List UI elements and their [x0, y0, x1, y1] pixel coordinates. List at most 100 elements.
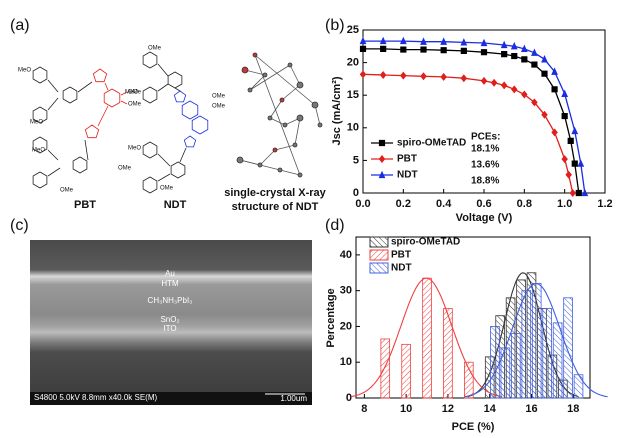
- data-marker: [490, 78, 498, 87]
- data-marker: [460, 38, 468, 46]
- x-axis-label: PCE (%): [452, 421, 495, 433]
- fit-curve: [464, 282, 608, 398]
- atom-ball: [311, 101, 319, 109]
- data-marker: [399, 36, 407, 45]
- scale-label: 1.00um: [280, 394, 307, 403]
- data-marker: [420, 37, 427, 45]
- atom-label: MeO: [128, 146, 141, 152]
- y-tick-label: 40: [340, 249, 352, 261]
- ring: [167, 71, 183, 89]
- y-tick-label: 15: [347, 89, 359, 101]
- caption: single-crystal X-ray: [224, 187, 326, 199]
- x-tick-label: 18: [567, 403, 579, 415]
- bond: [254, 54, 301, 176]
- legend-pce: 18.8%: [471, 176, 499, 187]
- histogram-bar: [573, 374, 584, 399]
- atom-label: OMe: [160, 186, 174, 192]
- data-marker: [460, 74, 468, 83]
- atom-ball: [317, 122, 323, 128]
- atom-ball: [247, 87, 253, 93]
- x-tick-label: 1.0: [557, 198, 572, 210]
- atom-label: MeO: [18, 68, 31, 74]
- bond: [281, 84, 301, 101]
- atom-label: OMe: [148, 46, 162, 52]
- bond: [157, 173, 171, 182]
- histogram-bar: [443, 308, 453, 399]
- panel-label: (b): [325, 17, 345, 34]
- data-marker: [380, 45, 387, 53]
- data-marker: [531, 48, 538, 56]
- bond: [244, 69, 266, 76]
- bond: [77, 81, 93, 93]
- x-tick-label: 0.0: [355, 198, 370, 210]
- atom-ball: [241, 66, 249, 74]
- atom-label: MeO: [32, 148, 45, 154]
- x-tick-label: 1.2: [597, 198, 612, 210]
- ring: [32, 136, 48, 154]
- data-marker: [440, 47, 447, 54]
- ring: [103, 88, 121, 108]
- bond: [47, 149, 59, 161]
- atom-label: OMe: [128, 90, 142, 96]
- y-tick-label: 0: [346, 392, 352, 404]
- legend-label: PBT: [397, 154, 417, 165]
- data-marker: [500, 81, 508, 90]
- sem-image: [30, 240, 312, 405]
- data-marker: [561, 112, 568, 120]
- legend-swatch: [369, 262, 389, 274]
- atom-label: OMe: [212, 94, 226, 100]
- y-tick-label: 25: [347, 24, 359, 36]
- atom-ball: [292, 142, 298, 148]
- data-marker: [551, 67, 558, 75]
- bond: [120, 100, 128, 105]
- data-marker: [551, 86, 558, 93]
- data-marker: [511, 85, 518, 94]
- data-marker: [440, 37, 448, 45]
- bond: [294, 117, 301, 146]
- bond: [269, 117, 286, 126]
- data-marker: [379, 70, 387, 79]
- data-marker: [400, 71, 407, 80]
- data-marker: [420, 72, 427, 81]
- ring: [170, 161, 186, 179]
- bond: [259, 149, 276, 166]
- y-tick-label: 5: [353, 154, 359, 166]
- data-marker: [571, 160, 578, 167]
- legend-title: PCEs:: [471, 132, 500, 143]
- atom-ball: [296, 81, 304, 89]
- bond: [269, 99, 283, 119]
- data-marker: [480, 76, 488, 85]
- x-tick-label: 0.2: [396, 198, 411, 210]
- bond: [314, 104, 321, 126]
- atom-ball: [267, 115, 273, 121]
- atom-ball: [272, 147, 278, 153]
- data-marker: [511, 52, 518, 60]
- legend-pce: 18.1%: [471, 144, 499, 155]
- histogram-bar: [490, 326, 500, 399]
- ring: [191, 115, 209, 135]
- ring: [84, 124, 100, 139]
- data-marker: [379, 36, 387, 45]
- bond: [104, 82, 109, 91]
- layer-label: SnO₂: [160, 315, 179, 324]
- x-tick-label: 0.4: [436, 198, 452, 210]
- bond: [249, 64, 291, 91]
- ring: [142, 51, 158, 69]
- x-axis-label: Voltage (V): [456, 212, 513, 224]
- jv-curve: [363, 48, 580, 194]
- molecule-name: NDT: [164, 199, 187, 211]
- ring: [181, 100, 199, 120]
- atom-ball: [262, 72, 268, 78]
- data-marker: [359, 36, 367, 45]
- y-axis-label: Percentage: [325, 288, 337, 347]
- bond: [157, 153, 171, 167]
- legend-label: NDT: [391, 263, 412, 274]
- x-tick-label: 16: [525, 403, 537, 415]
- data-marker: [420, 46, 427, 53]
- data-marker: [440, 72, 447, 81]
- legend-swatch: [369, 249, 389, 261]
- data-marker: [561, 155, 568, 164]
- legend-label: NDT: [397, 170, 418, 181]
- y-tick-label: 20: [340, 320, 352, 332]
- data-marker: [480, 49, 488, 56]
